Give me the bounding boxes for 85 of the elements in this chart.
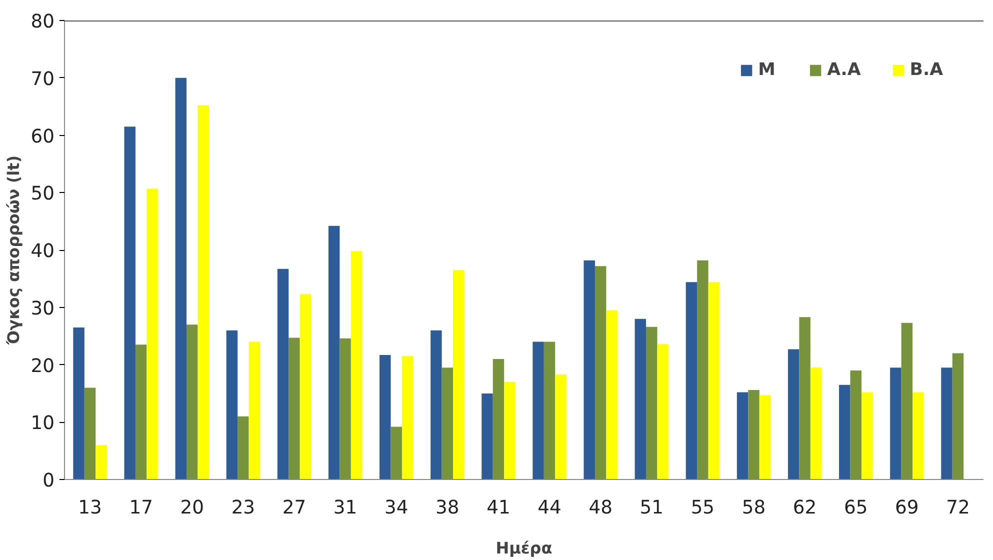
- y-tick-label: 30: [30, 298, 55, 320]
- bar: [390, 426, 402, 480]
- bar: [226, 330, 238, 480]
- y-tick-label: 60: [30, 126, 55, 148]
- bar: [697, 260, 708, 480]
- bar: [442, 368, 454, 480]
- x-tick-label: 38: [436, 498, 460, 518]
- bar: [402, 356, 414, 480]
- bar: [890, 368, 902, 480]
- y-tick-label: 40: [30, 241, 55, 262]
- bar: [850, 370, 862, 480]
- bar: [328, 226, 340, 480]
- bar: [736, 392, 748, 480]
- x-tick-label: 20: [180, 498, 204, 518]
- bar: [340, 338, 351, 480]
- bar: [504, 382, 516, 480]
- bar: [277, 268, 289, 480]
- y-tick-label: 70: [30, 68, 55, 90]
- x-tick-label: 69: [895, 498, 919, 518]
- bar: [708, 282, 720, 480]
- x-tick-label: 41: [486, 498, 510, 518]
- bar: [912, 392, 924, 480]
- bar: [84, 388, 96, 480]
- bar: [748, 390, 760, 480]
- x-tick-label: 23: [231, 498, 256, 518]
- legend-label: A.A: [827, 60, 861, 80]
- x-tick-label: 13: [78, 498, 102, 518]
- bar: [657, 344, 668, 480]
- y-tick-label: 10: [30, 413, 55, 434]
- x-axis-title: Ημέρα: [496, 538, 552, 558]
- bar: [839, 384, 850, 480]
- x-tick-label: 17: [129, 498, 153, 518]
- bar: [492, 359, 504, 480]
- bar: [544, 342, 556, 480]
- x-tick-label: 31: [333, 498, 358, 518]
- bar: [350, 251, 362, 480]
- x-tick-label: 58: [742, 498, 766, 518]
- x-tick-label: 34: [384, 498, 408, 518]
- bar: [634, 318, 646, 480]
- bar: [555, 374, 566, 480]
- bar: [952, 353, 964, 480]
- bar: [941, 368, 952, 480]
- bar: [584, 260, 595, 480]
- x-tick-label: 55: [690, 498, 715, 518]
- bar: [594, 266, 606, 480]
- bar: [198, 105, 209, 480]
- bar: [175, 78, 187, 480]
- bar: [73, 327, 84, 480]
- bar: [788, 349, 800, 480]
- x-tick-label: 51: [640, 498, 664, 518]
- x-tick-label: 48: [588, 498, 612, 518]
- bar: [810, 368, 822, 480]
- bar: [96, 445, 107, 480]
- y-tick-label: 80: [30, 12, 55, 32]
- bar: [759, 395, 771, 480]
- bar: [686, 282, 698, 480]
- bar: [646, 326, 658, 480]
- x-tick-label: 62: [792, 498, 817, 518]
- bar: [482, 393, 493, 480]
- bar: [861, 392, 873, 480]
- bar: [124, 126, 136, 480]
- y-axis-title: Όγκος απορροών (lt): [4, 155, 23, 346]
- bar: [238, 416, 249, 480]
- bar: [453, 270, 464, 480]
- legend-label: M: [758, 60, 776, 80]
- bar: [799, 317, 810, 480]
- bar: [288, 338, 300, 480]
- legend-label: B.A: [910, 60, 943, 80]
- bar: [135, 344, 147, 480]
- bar: [430, 330, 442, 480]
- x-tick-label: 44: [538, 498, 562, 518]
- bar: [186, 324, 198, 480]
- bar: [901, 322, 913, 480]
- bar: [380, 354, 391, 480]
- bar: [146, 188, 158, 480]
- x-tick-label: 72: [946, 498, 970, 518]
- x-tick-label: 27: [282, 498, 306, 518]
- x-tick-label: 65: [844, 498, 868, 518]
- y-tick-label: 20: [30, 356, 55, 377]
- bar: [606, 310, 618, 480]
- y-tick-label: 50: [30, 184, 55, 205]
- bar: [300, 294, 312, 480]
- bar: [248, 342, 260, 480]
- bar: [532, 342, 544, 480]
- y-tick-label: 0: [42, 470, 55, 492]
